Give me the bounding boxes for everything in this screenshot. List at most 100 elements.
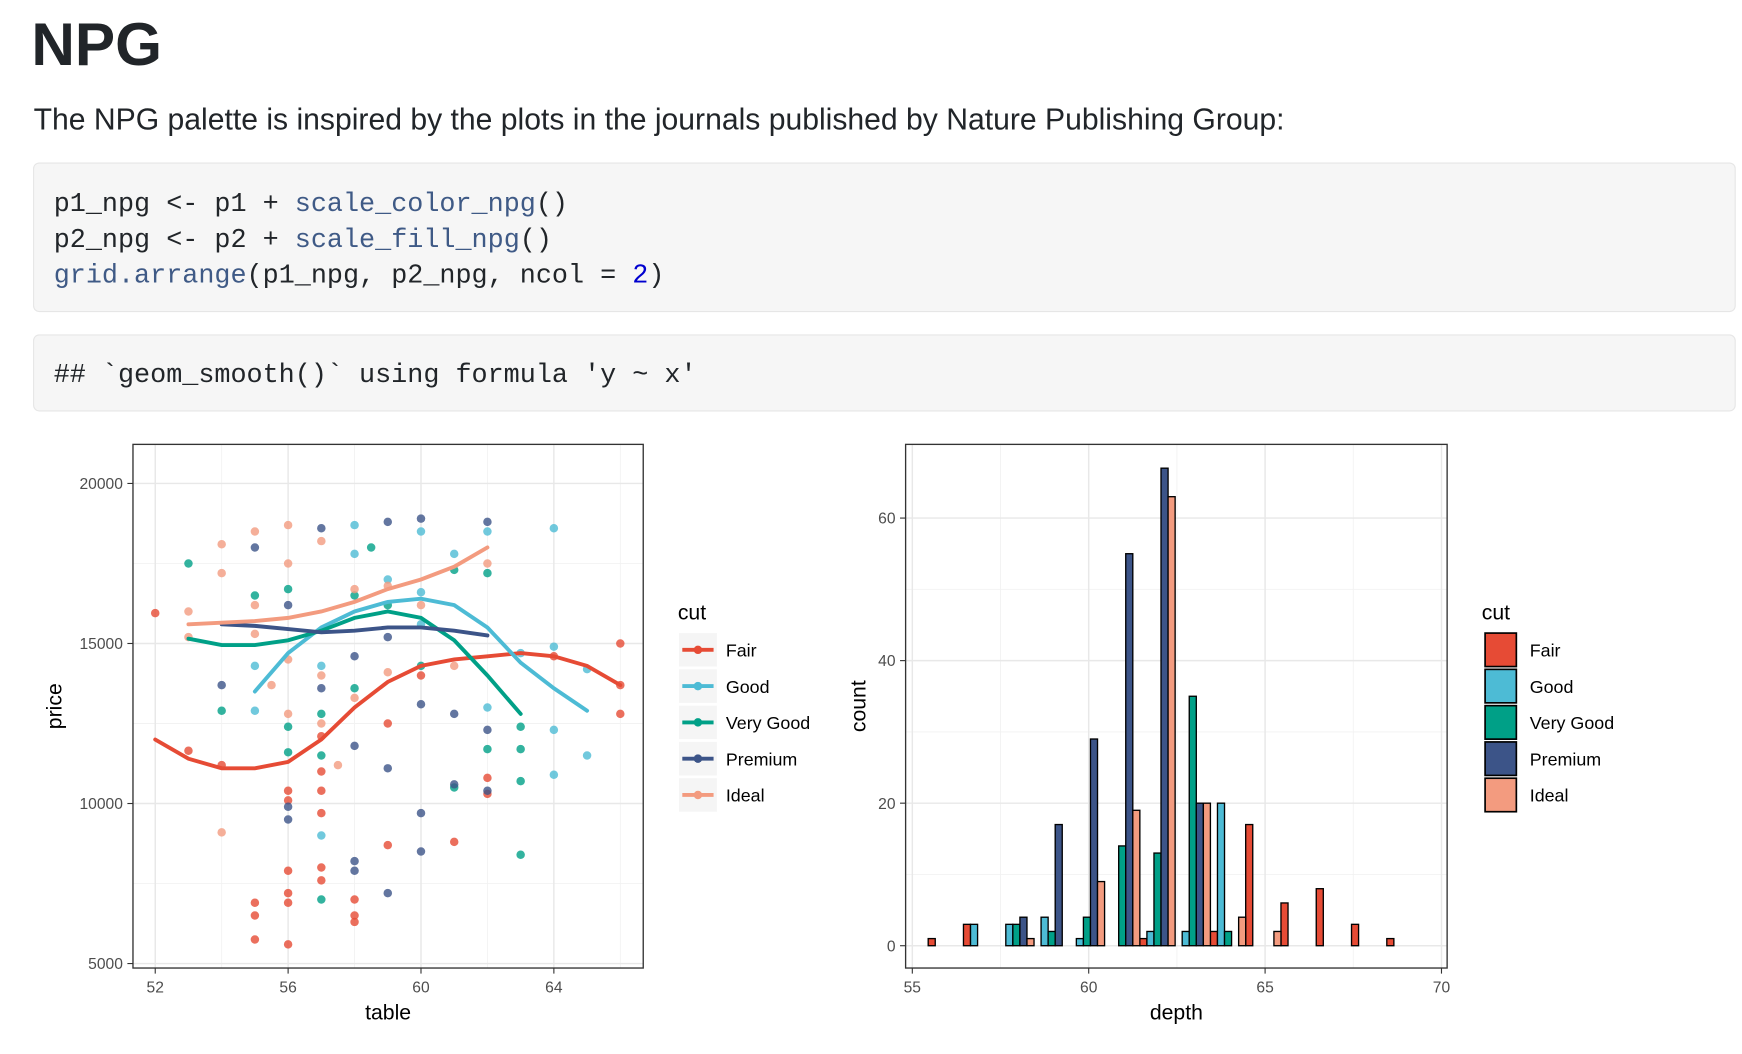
- point: [350, 652, 359, 661]
- legend-key-point: [693, 718, 703, 727]
- bar: [1139, 937, 1148, 947]
- y-tick-label: 60: [878, 511, 896, 528]
- point: [549, 725, 559, 735]
- point: [350, 591, 359, 600]
- point: [350, 895, 359, 904]
- chart: 55 60 65 70 0 20 40 60 depth count cut Fair Good Very…: [847, 443, 1614, 1024]
- x-tick-label: 60: [412, 980, 430, 997]
- y-tick-label: 20: [878, 796, 896, 813]
- point: [333, 760, 343, 770]
- point: [383, 888, 393, 898]
- output-text: ## `geom_smooth()` using formula 'y ~ x': [54, 361, 697, 391]
- legend-label: Premium: [726, 749, 797, 769]
- legend-label: Very Good: [726, 713, 810, 733]
- smooth-line: [153, 651, 623, 771]
- point: [283, 748, 293, 757]
- point: [383, 719, 393, 728]
- point: [267, 680, 276, 690]
- code-lines: p1_npg <- p1 + scale_color_npg() p2_npg <…: [54, 190, 665, 291]
- bar: [1089, 738, 1099, 947]
- point: [217, 540, 226, 549]
- point: [317, 709, 326, 719]
- point: [350, 741, 359, 751]
- smooth-line: [186, 545, 490, 627]
- y-tick-label: 5000: [88, 956, 123, 973]
- intro-text: The NPG palette is inspired by the plots…: [34, 104, 1285, 137]
- point: [317, 876, 326, 885]
- bar: [1216, 802, 1226, 947]
- point: [449, 709, 459, 719]
- point: [516, 744, 525, 754]
- x-tick-label: 70: [1433, 980, 1451, 997]
- point: [184, 746, 193, 755]
- point: [350, 584, 359, 594]
- bar: [1386, 937, 1395, 947]
- point: [350, 856, 359, 866]
- point: [416, 700, 426, 709]
- point: [317, 863, 326, 872]
- legend-label: Good: [1530, 677, 1574, 697]
- point: [250, 661, 260, 671]
- point: [250, 898, 260, 907]
- point: [483, 527, 492, 536]
- plot-area: [150, 514, 625, 949]
- bar: [1273, 930, 1282, 947]
- panel-border: [904, 443, 1448, 969]
- y-tick-label: 40: [878, 653, 896, 670]
- bar: [1209, 930, 1219, 947]
- point: [283, 786, 293, 795]
- output-block: [33, 334, 1736, 412]
- point: [317, 684, 326, 693]
- point: [416, 808, 426, 818]
- y-axis-title: count: [847, 680, 870, 732]
- bar: [1167, 496, 1176, 947]
- point: [283, 898, 293, 907]
- point: [317, 524, 326, 533]
- point: [283, 796, 293, 805]
- point: [449, 837, 459, 847]
- code-line: grid.arrange(p1_npg, p2_npg, ncol = 2): [54, 261, 665, 291]
- point: [250, 591, 260, 600]
- code-block: [33, 162, 1736, 313]
- code-token: p1_npg <- p1 +: [54, 190, 295, 220]
- legend-key: [1484, 632, 1518, 668]
- legend-key-point: [693, 754, 703, 763]
- code-token: scale_color_npg: [295, 190, 536, 220]
- bar: [1118, 845, 1127, 947]
- legend: cut Fair Good Very Good Premium Ideal: [678, 602, 810, 812]
- point: [449, 549, 459, 559]
- point: [549, 642, 559, 651]
- y-tick-label: 10000: [79, 796, 123, 813]
- bar: [1223, 930, 1233, 947]
- point: [483, 559, 492, 568]
- bar: [1245, 823, 1254, 947]
- bar: [1160, 467, 1169, 947]
- plot-area: [927, 467, 1395, 947]
- point: [616, 639, 625, 648]
- point: [350, 520, 359, 530]
- point: [317, 661, 326, 671]
- point: [483, 568, 492, 578]
- point: [416, 671, 426, 680]
- bar: [1075, 937, 1085, 947]
- point: [283, 888, 293, 898]
- point: [283, 709, 293, 719]
- point: [217, 828, 226, 837]
- bar: [1005, 923, 1014, 947]
- point: [283, 815, 293, 824]
- bar: [1280, 902, 1289, 947]
- bar: [1026, 937, 1035, 947]
- bar: [927, 937, 936, 947]
- point: [217, 568, 226, 578]
- code-token: scale_fill_npg: [295, 226, 520, 256]
- code-token: p2_npg <- p2 +: [54, 226, 295, 256]
- point: [350, 549, 359, 559]
- x-axis-title: depth: [1150, 1001, 1203, 1024]
- point: [317, 751, 326, 760]
- point: [317, 536, 326, 546]
- x-tick-label: 64: [545, 980, 563, 997]
- code-token: (): [536, 190, 568, 220]
- point: [416, 514, 426, 523]
- panel: [132, 444, 644, 969]
